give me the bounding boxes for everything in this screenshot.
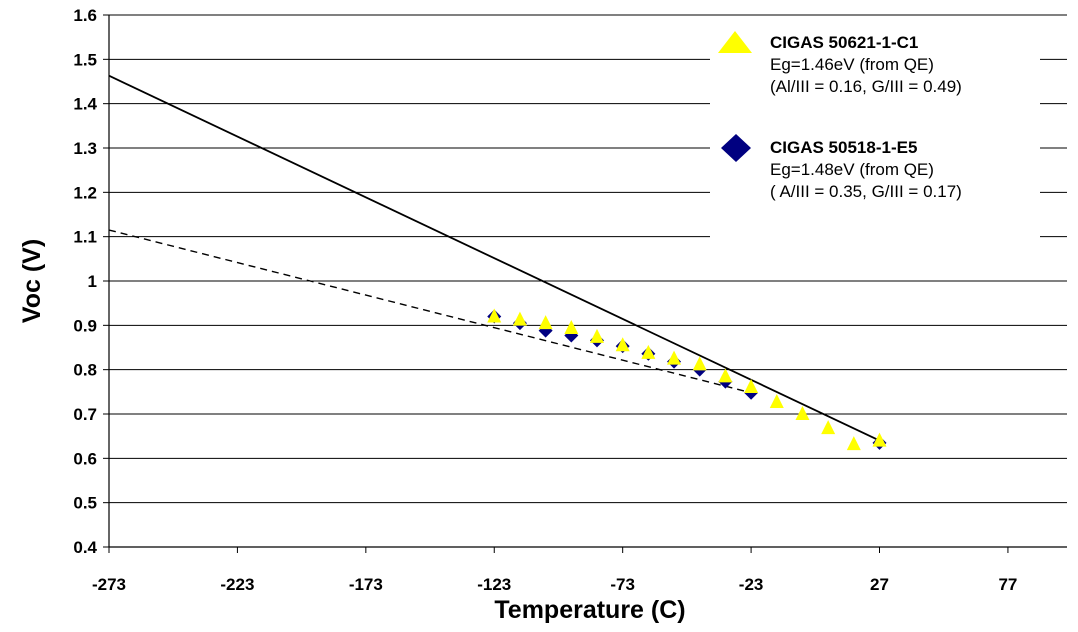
x-tick-label: 27	[870, 575, 889, 594]
legend-entry-series-1: CIGAS 50621-1-C1 Eg=1.46eV (from QE) (Al…	[710, 26, 1040, 126]
triangle-point	[821, 420, 836, 435]
triangle-point	[641, 344, 656, 359]
axes	[103, 14, 1067, 553]
dashed-fit-line	[108, 229, 752, 394]
triangle-point	[589, 328, 604, 343]
legend-series-1-info-1: Eg=1.46eV (from QE)	[770, 55, 934, 74]
x-axis-title: Temperature (C)	[494, 596, 685, 624]
x-tick-label: -73	[610, 575, 635, 594]
triangle-point	[487, 308, 502, 323]
triangle-point	[512, 311, 527, 326]
y-tick-label: 0.5	[73, 494, 97, 513]
y-tick-label: 1.6	[73, 6, 97, 25]
legend: CIGAS 50621-1-C1 Eg=1.46eV (from QE) (Al…	[710, 26, 1040, 242]
y-tick-label: 1.2	[73, 183, 97, 202]
y-tick-label: 0.7	[73, 405, 97, 424]
x-tick-label: 77	[998, 575, 1017, 594]
x-tick-label: -223	[220, 575, 254, 594]
data-points	[487, 308, 887, 451]
triangle-icon	[718, 31, 752, 53]
y-tick-labels: 0.4 0.5 0.6 0.7 0.8 0.9 1 1.1 1.2 1.3 1.4 1.5 1.6	[73, 6, 97, 557]
triangle-point	[718, 368, 733, 383]
x-tick-label: -123	[477, 575, 511, 594]
triangle-point	[872, 432, 887, 447]
legend-series-2-info-2: ( A/III = 0.35, G/III = 0.17)	[770, 182, 962, 201]
y-tick-label: 0.6	[73, 449, 97, 468]
legend-series-2-name: CIGAS 50518-1-E5	[770, 138, 918, 157]
y-tick-label: 1.4	[73, 95, 97, 114]
legend-series-1-info-2: (Al/III = 0.16, G/III = 0.49)	[770, 77, 962, 96]
triangle-point	[744, 378, 759, 393]
legend-series-1-name: CIGAS 50621-1-C1	[770, 33, 919, 52]
triangle-point	[667, 350, 682, 365]
triangle-point	[846, 436, 861, 451]
y-tick-label: 0.8	[73, 361, 97, 380]
x-tick-label: -23	[739, 575, 764, 594]
y-tick-label: 1.3	[73, 139, 97, 158]
y-axis-title: Voc (V)	[18, 239, 46, 323]
x-tick-label: -173	[349, 575, 383, 594]
triangle-point	[795, 406, 810, 420]
triangle-point	[538, 315, 553, 330]
triangle-point	[564, 319, 579, 334]
triangle-point	[692, 356, 707, 371]
triangle-point	[769, 394, 784, 409]
y-tick-label: 1	[88, 272, 97, 291]
triangle-point	[615, 337, 630, 352]
y-tick-label: 1.5	[73, 50, 97, 69]
x-tick-label: -273	[92, 575, 126, 594]
diamond-icon	[721, 134, 751, 162]
x-tick-labels: -273 -223 -173 -123 -73 -23 27 77	[92, 575, 1017, 594]
y-tick-label: 0.9	[73, 316, 97, 335]
legend-series-2-info-1: Eg=1.48eV (from QE)	[770, 160, 934, 179]
y-tick-label: 0.4	[73, 538, 97, 557]
legend-entry-series-2: CIGAS 50518-1-E5 Eg=1.48eV (from QE) ( A…	[710, 131, 1040, 231]
y-tick-label: 1.1	[73, 228, 97, 247]
